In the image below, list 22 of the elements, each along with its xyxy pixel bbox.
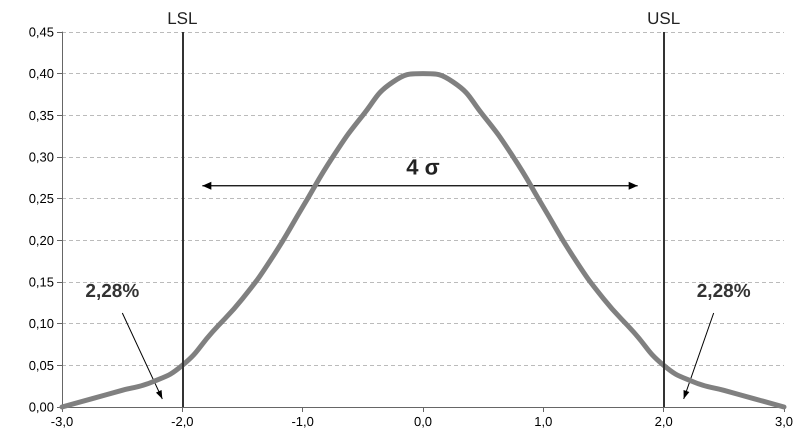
- x-tick-label: -1,0: [291, 414, 314, 429]
- y-tick-label: 0,00: [28, 400, 54, 414]
- x-tick-label: 0,0: [414, 414, 432, 429]
- ref-line-label: LSL: [167, 9, 198, 28]
- x-tick-label: 1,0: [534, 414, 552, 429]
- annotation: 2,28%: [85, 281, 140, 302]
- y-tick-label: 0,10: [28, 316, 54, 332]
- y-tick-label: 0,20: [28, 232, 54, 248]
- y-tick-label: 0,05: [28, 358, 54, 373]
- y-tick-label: 0,15: [28, 274, 54, 290]
- y-tick-label: 0,35: [28, 108, 54, 123]
- ref-line-label: USL: [647, 9, 680, 28]
- annotation: 4 σ: [406, 154, 440, 180]
- y-tick-label: 0,30: [28, 150, 54, 164]
- y-tick-label: 0,45: [28, 24, 54, 40]
- y-tick-label: 0,40: [28, 66, 54, 82]
- x-tick-label: -2,0: [171, 414, 194, 429]
- y-tick-label: 0,25: [28, 191, 54, 206]
- x-tick-label: 2,0: [654, 414, 673, 429]
- x-tick-label: 3,0: [774, 414, 794, 429]
- x-tick-label: -3,0: [50, 414, 74, 429]
- annotation: 2,28%: [696, 281, 751, 302]
